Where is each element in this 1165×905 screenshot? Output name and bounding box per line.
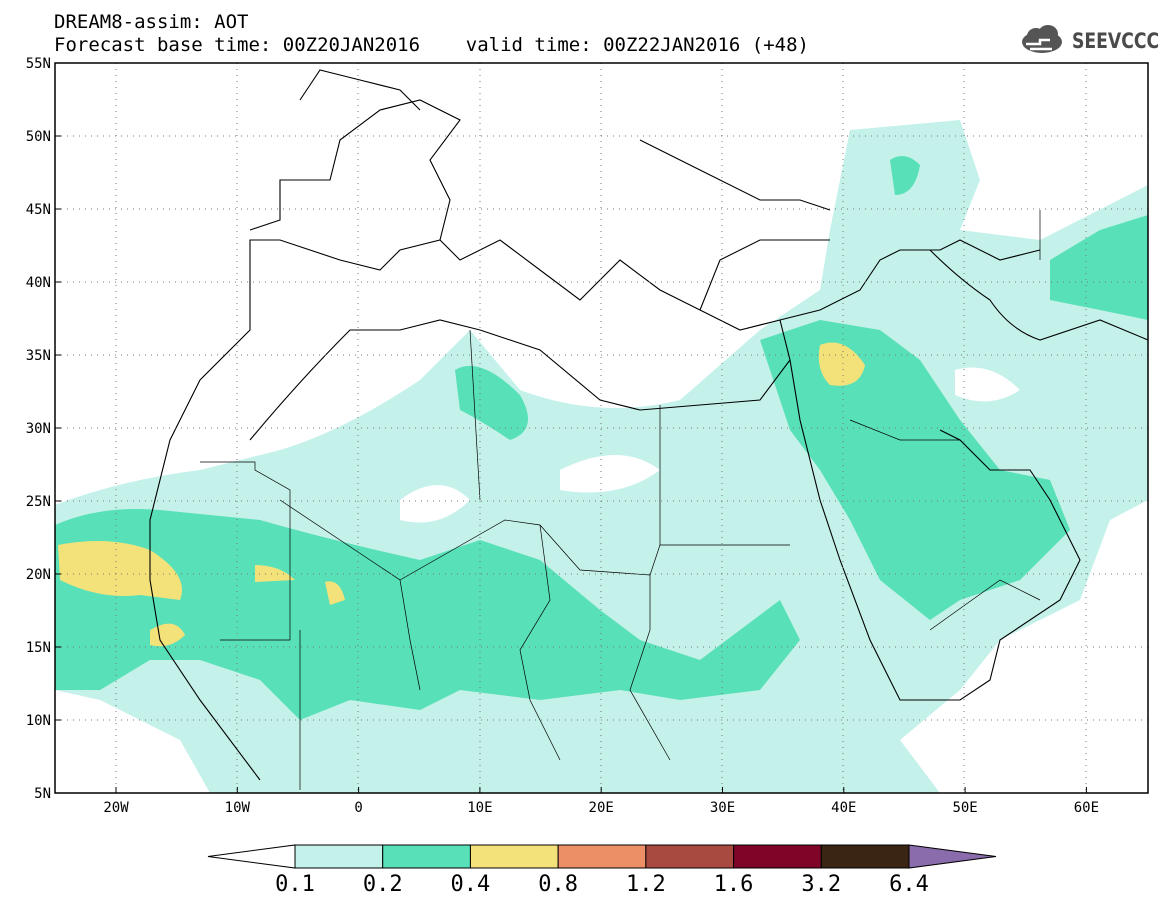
x-axis: 20W 10W 0 10E 20E 30E 40E 50E 60E bbox=[103, 787, 1099, 816]
seevccc-logo bbox=[1022, 25, 1062, 53]
colorbar-label: 1.6 bbox=[713, 872, 754, 897]
y-tick-label: 40N bbox=[26, 275, 51, 291]
x-tick-label: 50E bbox=[952, 800, 977, 816]
x-tick-label: 0 bbox=[354, 800, 362, 816]
colorbar-under-triangle bbox=[207, 844, 296, 869]
gridlines bbox=[55, 63, 1148, 793]
aot-field-mid bbox=[890, 156, 920, 195]
y-axis: 55N 50N 45N 40N 35N 30N 25N 20N 15N 10N 5N bbox=[26, 56, 61, 802]
x-tick-label: 30E bbox=[710, 800, 735, 816]
colorbar-label: 3.2 bbox=[801, 872, 842, 897]
aot-fields bbox=[55, 63, 1148, 793]
x-tick-label: 10E bbox=[467, 800, 492, 816]
colorbar-over-triangle bbox=[908, 844, 997, 869]
y-tick-label: 10N bbox=[26, 713, 51, 729]
coastlines bbox=[149, 69, 1148, 781]
x-tick-label: 40E bbox=[831, 800, 856, 816]
y-tick-label: 45N bbox=[26, 202, 51, 218]
colorbar-label: 0.2 bbox=[362, 872, 403, 897]
x-tick-label: 20W bbox=[103, 800, 129, 816]
borders bbox=[200, 210, 1041, 790]
y-tick-label: 55N bbox=[26, 56, 51, 72]
y-tick-label: 50N bbox=[26, 129, 51, 145]
x-tick-label: 60E bbox=[1074, 800, 1099, 816]
colorbar-swatch bbox=[382, 844, 471, 869]
title-line-1: DREAM8-assim: AOT bbox=[54, 11, 249, 33]
y-tick-label: 35N bbox=[26, 348, 51, 364]
y-tick-label: 20N bbox=[26, 567, 51, 583]
colorbar-swatch bbox=[557, 844, 647, 869]
x-tick-label: 10W bbox=[225, 800, 251, 816]
aot-field-mid bbox=[55, 509, 800, 720]
logo-text: SEEVCCC bbox=[1072, 29, 1160, 53]
colorbar-swatch bbox=[733, 844, 822, 869]
aot-field-mid bbox=[1050, 215, 1148, 320]
colorbar-label: 1.2 bbox=[625, 872, 666, 897]
colorbar-label: 6.4 bbox=[889, 872, 929, 897]
colorbar-swatch bbox=[469, 844, 559, 869]
x-tick-label: 20E bbox=[589, 800, 614, 816]
colorbar-swatch bbox=[294, 844, 384, 869]
colorbar-label: 0.8 bbox=[538, 872, 579, 897]
colorbar-label: 0.4 bbox=[450, 872, 491, 897]
aot-clear-area bbox=[955, 367, 1020, 402]
colorbar-swatch bbox=[820, 844, 910, 869]
aot-field-high bbox=[818, 342, 865, 386]
aot-clear-area bbox=[400, 485, 470, 523]
y-tick-label: 25N bbox=[26, 494, 51, 510]
colorbar-swatch bbox=[645, 844, 735, 869]
y-tick-label: 5N bbox=[34, 786, 51, 802]
cloud-icon bbox=[1022, 25, 1062, 53]
colorbar-label: 0.1 bbox=[275, 872, 315, 897]
aot-field-high bbox=[325, 581, 345, 605]
y-tick-label: 30N bbox=[26, 421, 51, 437]
y-tick-label: 15N bbox=[26, 640, 51, 656]
title-line-2: Forecast base time: 00Z20JAN2016 valid t… bbox=[54, 34, 809, 56]
aot-clear-area bbox=[560, 455, 660, 493]
aot-field-high bbox=[255, 565, 295, 582]
aot-field-mid bbox=[760, 320, 1070, 620]
